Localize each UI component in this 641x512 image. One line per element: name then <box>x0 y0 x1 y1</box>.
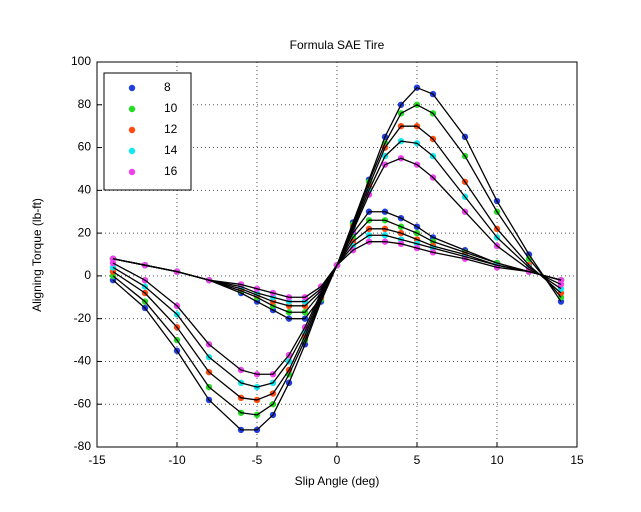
x-axis-label: Slip Angle (deg) <box>295 474 380 488</box>
x-tick-label: -15 <box>88 453 106 467</box>
y-tick-label: -20 <box>74 311 92 325</box>
legend-marker <box>128 168 136 176</box>
y-tick-label: 20 <box>78 225 92 239</box>
x-tick-label: -5 <box>252 453 263 467</box>
legend-marker <box>128 147 136 155</box>
x-tick-label: 0 <box>334 453 341 467</box>
y-tick-label: 40 <box>78 183 92 197</box>
legend-label: 16 <box>164 164 178 178</box>
legend-marker <box>128 105 136 113</box>
plot-frame <box>96 61 578 448</box>
legend-box <box>103 72 192 191</box>
x-tick-label: -10 <box>168 453 186 467</box>
legend-marker <box>128 126 136 134</box>
y-axis-label: Aligning Torque (lb-ft) <box>30 198 44 312</box>
chart-title: Formula SAE Tire <box>290 38 385 52</box>
legend-label: 10 <box>164 101 178 115</box>
y-tick-label: 80 <box>78 97 92 111</box>
legend-label: 12 <box>164 122 178 136</box>
y-tick-label: 0 <box>84 268 91 282</box>
y-tick-label: -80 <box>74 439 92 453</box>
x-tick-label: 10 <box>490 453 504 467</box>
legend-label: 8 <box>164 80 171 94</box>
x-tick-label: 15 <box>570 453 584 467</box>
y-tick-label: 60 <box>78 140 92 154</box>
y-tick-label: 100 <box>71 54 91 68</box>
legend-label: 14 <box>164 143 178 157</box>
legend-marker <box>128 84 136 92</box>
x-tick-label: 5 <box>414 453 421 467</box>
y-tick-label: -40 <box>74 354 92 368</box>
y-tick-label: -60 <box>74 396 92 410</box>
fit-line <box>112 241 562 298</box>
